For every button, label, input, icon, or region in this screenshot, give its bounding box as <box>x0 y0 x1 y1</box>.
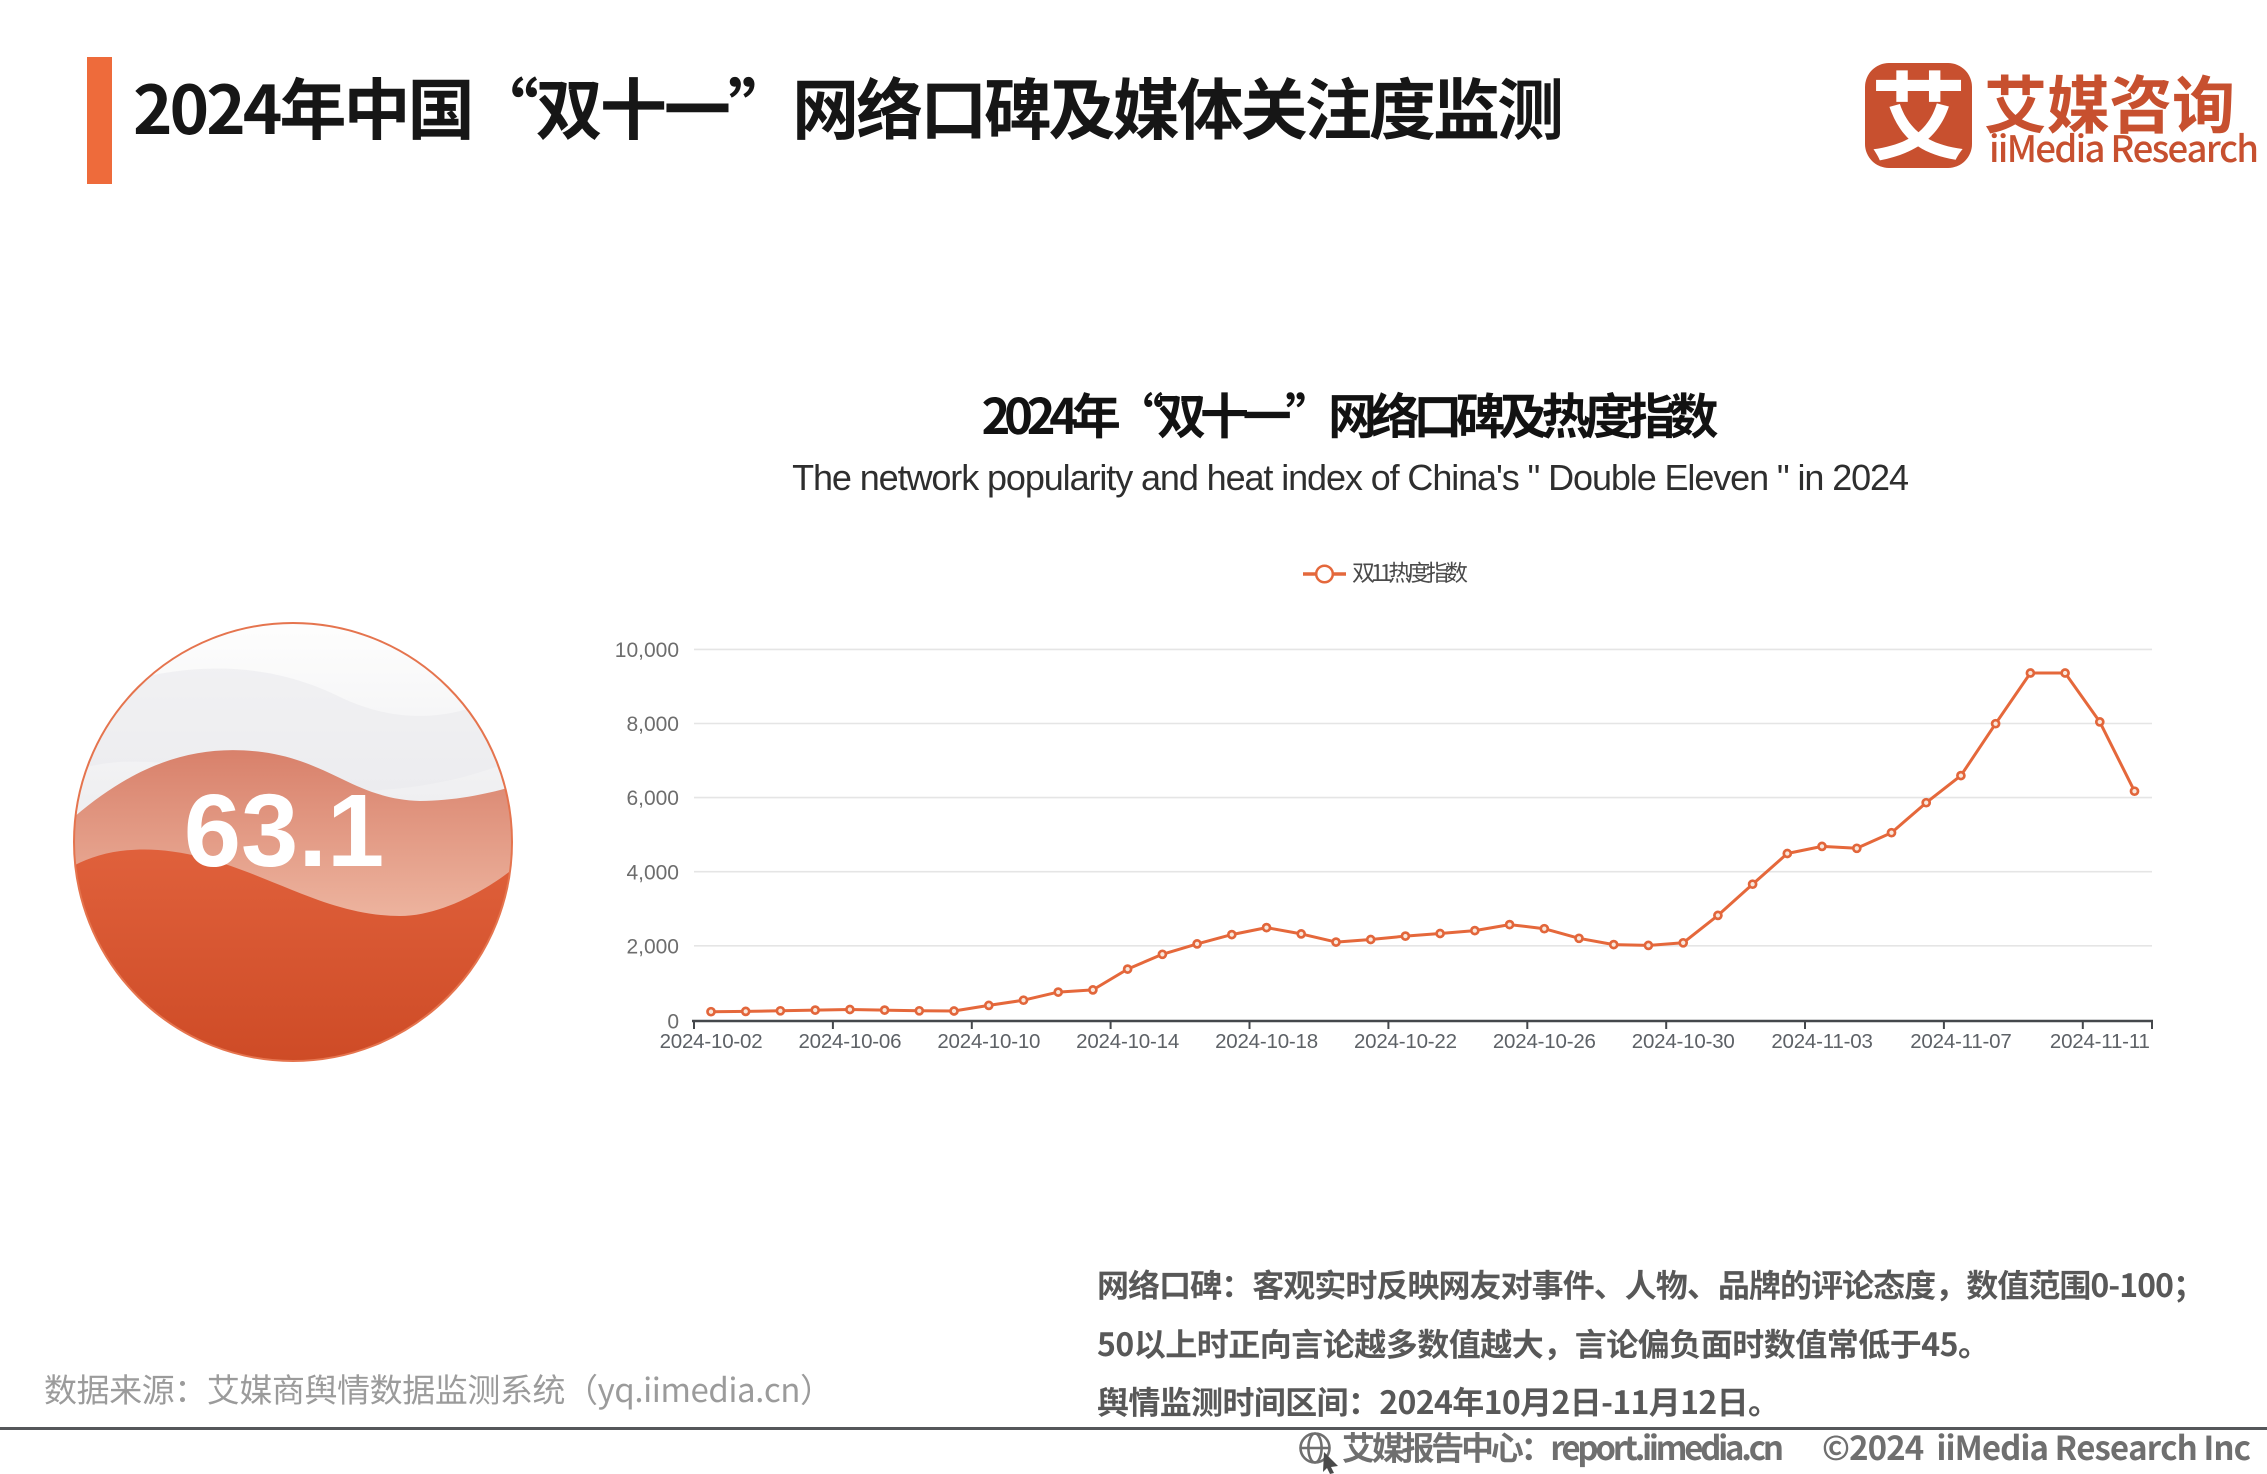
svg-text:2,000: 2,000 <box>626 935 679 958</box>
svg-text:6,000: 6,000 <box>626 787 679 810</box>
svg-text:2024-10-30: 2024-10-30 <box>1632 1030 1735 1053</box>
svg-text:2024-10-02: 2024-10-02 <box>660 1030 763 1053</box>
svg-text:4,000: 4,000 <box>626 861 679 884</box>
svg-text:10,000: 10,000 <box>615 639 679 662</box>
svg-text:0: 0 <box>667 1011 679 1034</box>
svg-text:2024-10-14: 2024-10-14 <box>1076 1030 1179 1053</box>
svg-text:8,000: 8,000 <box>626 713 679 736</box>
svg-text:2024-11-11: 2024-11-11 <box>2050 1030 2150 1053</box>
svg-text:63.1: 63.1 <box>184 773 384 888</box>
svg-text:2024-11-03: 2024-11-03 <box>1771 1030 1872 1053</box>
svg-text:2024-11-07: 2024-11-07 <box>1910 1030 2011 1053</box>
svg-text:2024-10-10: 2024-10-10 <box>937 1030 1040 1053</box>
svg-text:2024-10-18: 2024-10-18 <box>1215 1030 1318 1053</box>
svg-text:2024-10-22: 2024-10-22 <box>1354 1030 1457 1053</box>
svg-text:2024-10-06: 2024-10-06 <box>798 1030 901 1053</box>
svg-text:2024-10-26: 2024-10-26 <box>1493 1030 1596 1053</box>
svg-text:The network popularity and hea: The network popularity and heat index of… <box>792 457 1908 498</box>
